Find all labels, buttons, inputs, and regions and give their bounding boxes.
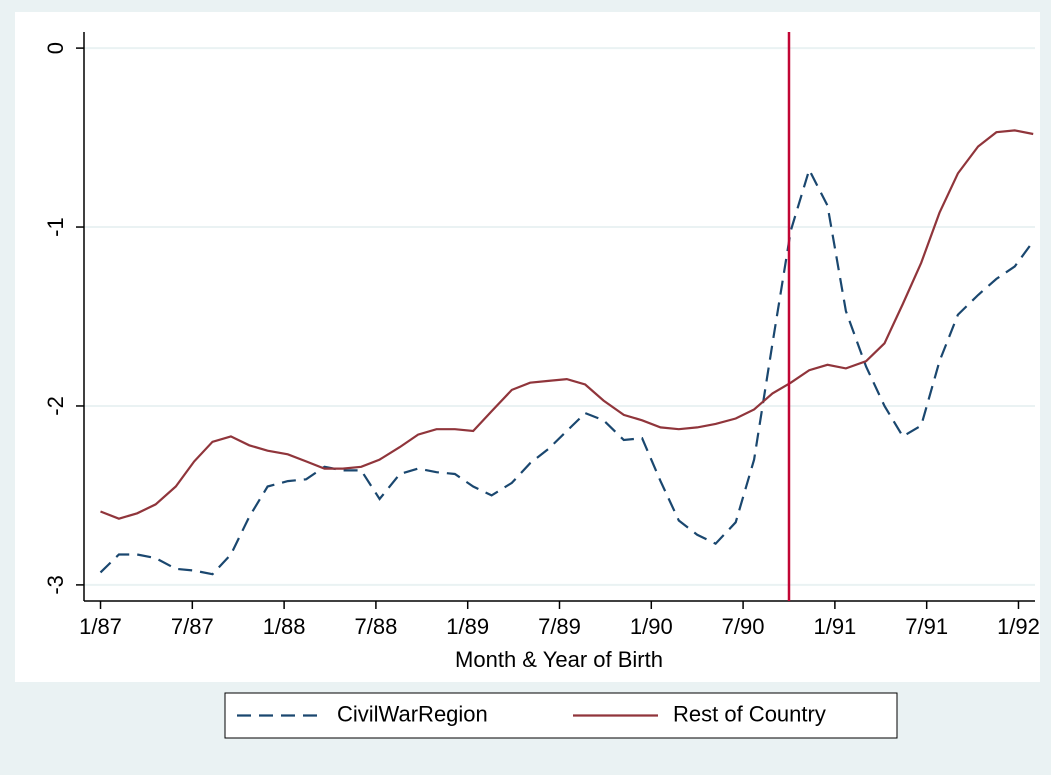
x-tick-label: 7/88 — [354, 614, 397, 639]
legend-label: CivilWarRegion — [337, 701, 488, 726]
x-tick-label: 7/89 — [538, 614, 581, 639]
legend-box — [224, 692, 898, 739]
x-tick-label: 1/87 — [79, 614, 122, 639]
plot-background — [15, 12, 1040, 682]
x-tick-label: 7/90 — [722, 614, 765, 639]
x-tick-label: 1/91 — [813, 614, 856, 639]
x-tick-label: 1/92 — [997, 614, 1040, 639]
x-tick-label: 1/90 — [630, 614, 673, 639]
x-tick-label: 7/87 — [171, 614, 214, 639]
y-tick-label: 0 — [43, 42, 68, 54]
x-tick-label: 7/91 — [905, 614, 948, 639]
y-tick-label: -3 — [43, 575, 68, 595]
x-tick-label: 1/89 — [446, 614, 489, 639]
y-tick-label: -2 — [43, 396, 68, 416]
x-tick-label: 1/88 — [263, 614, 306, 639]
legend-label: Rest of Country — [673, 701, 826, 726]
series-line — [99, 166, 1035, 576]
x-axis-title: Month & Year of Birth — [455, 647, 663, 672]
y-tick-label: -1 — [43, 217, 68, 237]
series-line — [100, 129, 1034, 520]
